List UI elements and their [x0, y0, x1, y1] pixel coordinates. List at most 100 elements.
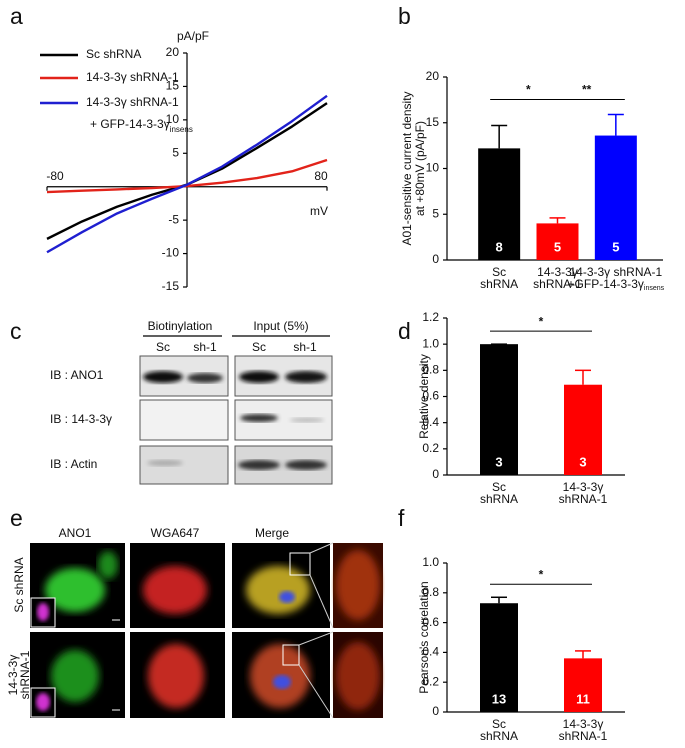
series-line — [46, 94, 328, 254]
band — [290, 417, 324, 423]
cell — [143, 566, 207, 614]
y-tick-label: 5 — [172, 145, 179, 159]
band — [238, 460, 280, 470]
legend-label: 14-3-3γ shRNA-1 — [86, 70, 179, 84]
bar — [478, 148, 521, 260]
x-tick-label: 80 — [314, 169, 328, 183]
x-tick-label: Sc — [492, 265, 506, 279]
bar — [564, 658, 602, 712]
band — [239, 371, 279, 383]
y-tick-label: 0.2 — [422, 441, 439, 455]
n-label: 3 — [495, 454, 502, 469]
n-label: 3 — [579, 454, 586, 469]
zoom — [336, 550, 380, 620]
n-label: 5 — [554, 239, 561, 254]
row-label: Sc shRNA — [12, 557, 26, 612]
bar — [536, 223, 579, 260]
band — [285, 460, 327, 470]
group-label: Biotinylation — [148, 319, 213, 333]
y-tick-label: 0 — [432, 704, 439, 718]
band — [147, 460, 183, 466]
x-tick-label: shRNA — [480, 277, 518, 291]
zoom-box — [289, 552, 311, 576]
row-label: 14-3-3γ — [6, 655, 20, 696]
band — [187, 373, 223, 383]
legend-suffix: + GFP-14-3-3γ — [90, 117, 170, 131]
zoom-line — [298, 664, 334, 719]
y-tick-label: 0.6 — [422, 389, 439, 403]
zoom-line — [298, 631, 334, 646]
nucleus — [273, 675, 291, 689]
lane-label: Sc — [252, 340, 266, 354]
n-label: 8 — [496, 239, 503, 254]
column-label: WGA647 — [151, 526, 200, 540]
y-tick-label: 0.8 — [422, 363, 439, 377]
panel-label: c — [10, 318, 22, 344]
y-tick-label: 0.4 — [422, 645, 439, 659]
x-tick-label: -80 — [46, 169, 64, 183]
band — [285, 371, 327, 383]
panel-label: f — [398, 505, 405, 531]
x-tick-subscript: insens — [644, 285, 665, 292]
panel-label: a — [10, 3, 23, 29]
panel-label: d — [398, 318, 411, 344]
row-label: shRNA-1 — [18, 650, 32, 699]
bar — [480, 344, 518, 475]
y-tick-label: 15 — [166, 79, 180, 93]
cell — [51, 650, 99, 702]
y-tick-label: -10 — [162, 246, 180, 260]
n-label: 13 — [492, 691, 506, 706]
y-tick-label: -5 — [168, 212, 179, 226]
y-tick-label: 0.6 — [422, 615, 439, 629]
blot-images — [139, 335, 333, 485]
bar — [594, 135, 637, 260]
lane-label: Sc — [156, 340, 170, 354]
y-tick-label: 0.2 — [422, 674, 439, 688]
cell — [98, 551, 118, 579]
significance-label: * — [526, 83, 531, 97]
x-tick-label: 14-3-3γ — [563, 717, 604, 731]
significance-label: * — [539, 567, 544, 581]
x-tick-label: shRNA-1 — [559, 492, 608, 506]
series-line — [46, 158, 328, 194]
cell — [148, 644, 204, 708]
y-tick-label: 20 — [166, 45, 180, 59]
x-tick-label: +GFP-14-3-3γinsens — [568, 277, 665, 292]
significance-label: * — [539, 314, 544, 328]
y-tick-label: 0 — [432, 467, 439, 481]
bar — [480, 603, 518, 712]
y-axis-label: Pearson's correlation — [417, 581, 431, 693]
cell — [246, 566, 310, 614]
y-tick-label: 20 — [426, 69, 440, 83]
legend-subscript: insens — [170, 125, 193, 134]
panel-label: b — [398, 3, 411, 29]
band — [240, 414, 278, 422]
x-axis-label: mV — [310, 204, 328, 218]
zoom-box — [282, 644, 300, 666]
inset-cell — [37, 603, 49, 621]
x-tick-label: shRNA-1 — [533, 277, 582, 291]
x-tick-text: +GFP-14-3-3γ — [568, 277, 644, 291]
lane-label: sh-1 — [293, 340, 317, 354]
legend-label: 14-3-3γ shRNA-1 — [86, 95, 179, 109]
y-axis-label: at +80mV (pA/pF) — [413, 121, 427, 216]
group-label: Input (5%) — [253, 319, 308, 333]
y-axis-label: pA/pF — [177, 29, 209, 43]
x-tick-label: 14-3-3γ — [537, 265, 578, 279]
significance-label: ** — [582, 83, 592, 97]
y-tick-label: 1.0 — [422, 336, 439, 350]
x-tick-label: Sc — [492, 717, 506, 731]
row-label: IB : ANO1 — [50, 368, 104, 382]
y-tick-label: -15 — [162, 279, 180, 293]
zoom — [336, 642, 380, 710]
column-label: Merge — [255, 526, 289, 540]
panel-label: e — [10, 505, 23, 531]
zoom-line — [309, 574, 334, 629]
nucleus — [279, 591, 295, 603]
band — [143, 371, 183, 383]
row-label: IB : Actin — [50, 457, 97, 471]
y-tick-label: 5 — [432, 206, 439, 220]
n-label: 5 — [612, 239, 619, 254]
x-tick-label: Sc — [492, 480, 506, 494]
